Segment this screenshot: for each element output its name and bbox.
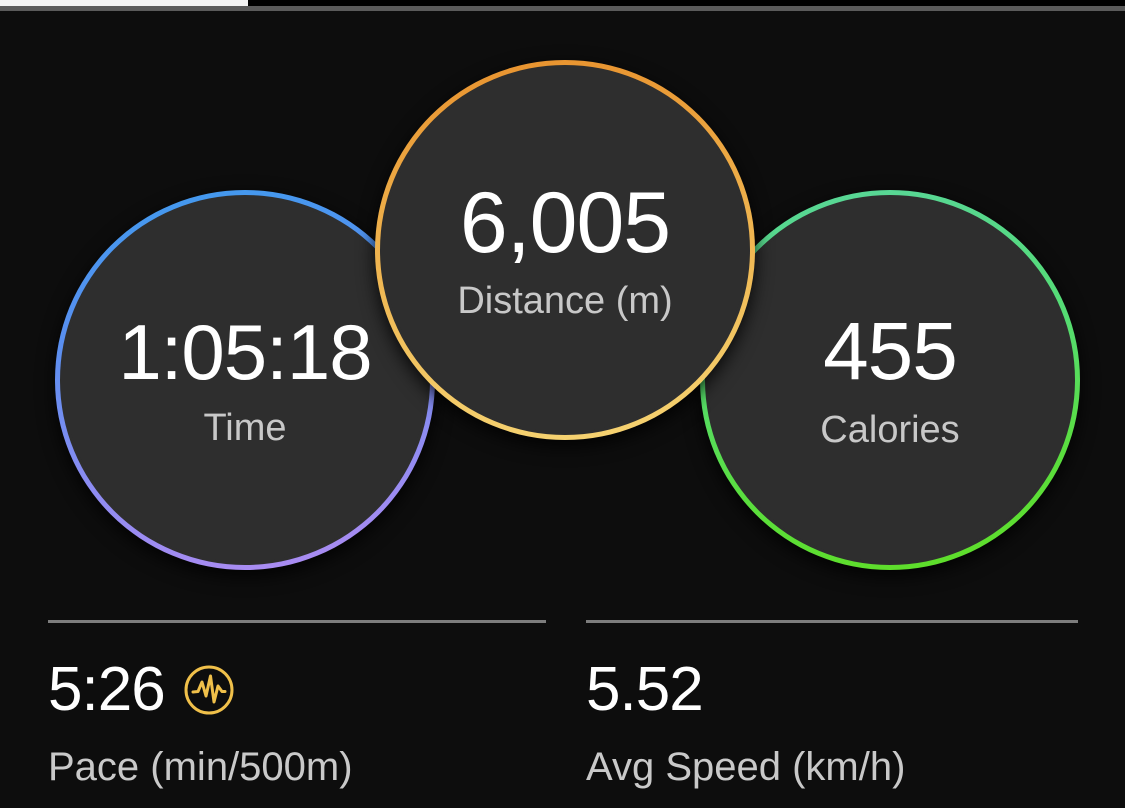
stat-pace[interactable]: 5:26 Pace (min/500m): [48, 620, 546, 787]
metric-ring-calories-label: Calories: [820, 409, 960, 451]
metric-ring-time-face: 1:05:18 Time: [63, 198, 427, 562]
stat-pace-value: 5:26: [48, 655, 166, 724]
metric-ring-time[interactable]: 1:05:18 Time: [55, 190, 435, 570]
stat-pace-label: Pace (min/500m): [48, 745, 353, 789]
stat-avg-speed-label: Avg Speed (km/h): [586, 745, 906, 789]
stat-avg-speed-divider: [586, 620, 1078, 623]
workout-progress-fill: [0, 0, 248, 6]
stat-pace-divider: [48, 620, 546, 623]
metric-ring-calories-value: 455: [823, 306, 958, 397]
metric-ring-distance-face: 6,005 Distance (m): [383, 68, 747, 432]
metric-ring-time-value: 1:05:18: [118, 308, 372, 396]
secondary-stats-row: 5:26 Pace (min/500m) 5.52 Avg Speed (km/…: [0, 620, 1125, 808]
stat-avg-speed-value: 5.52: [586, 655, 704, 724]
metric-ring-time-label: Time: [203, 407, 287, 449]
metric-rings-cluster: 1:05:18 Time 455 Calories 6,005 Distance…: [55, 60, 1080, 570]
metric-ring-distance-value: 6,005: [459, 175, 671, 271]
stat-pace-value-row: 5:26: [48, 659, 546, 721]
metric-ring-calories-face: 455 Calories: [708, 198, 1072, 562]
metric-ring-distance-label: Distance (m): [457, 280, 673, 322]
stat-avg-speed[interactable]: 5.52 Avg Speed (km/h): [586, 620, 1078, 787]
pulse-waveform-icon: [183, 664, 235, 716]
metric-ring-distance[interactable]: 6,005 Distance (m): [375, 60, 755, 440]
workout-progress-track[interactable]: [0, 0, 1125, 6]
metric-ring-calories[interactable]: 455 Calories: [700, 190, 1080, 570]
progress-baseline-rule: [0, 6, 1125, 11]
stat-avg-speed-value-row: 5.52: [586, 659, 1078, 721]
